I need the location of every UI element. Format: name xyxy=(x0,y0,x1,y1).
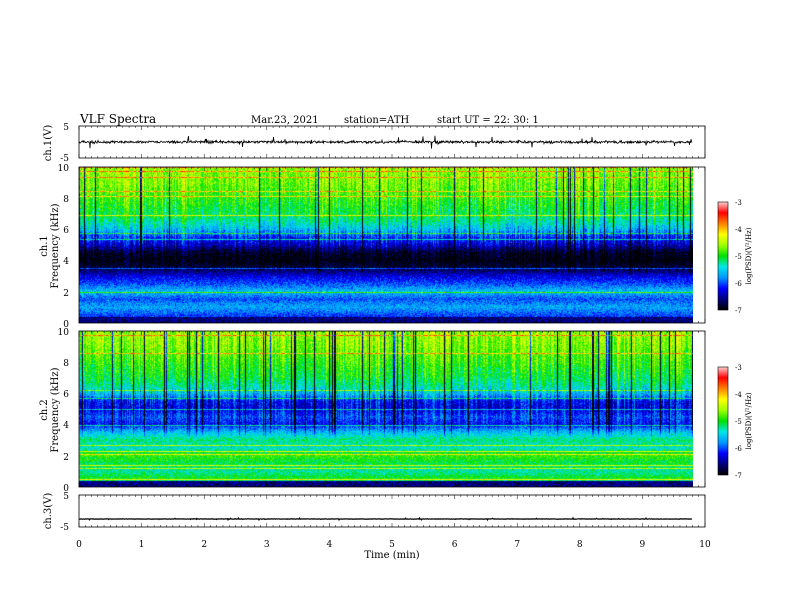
ch2-spec-ytick-2: 2 xyxy=(63,453,69,463)
x-tick-label-8: 8 xyxy=(577,540,583,550)
start-ut-label: start UT = 22: 30: 1 xyxy=(437,115,539,126)
ch1-spec-ytick-2: 2 xyxy=(63,289,69,299)
station-label: station=ATH xyxy=(344,115,410,126)
ch1-ytick-top: 5 xyxy=(63,123,69,133)
ch2-colorbar-tick--3: -3 xyxy=(735,364,742,372)
ch1-waveform-panel: 5 -5 ch.1(V) xyxy=(43,123,706,164)
x-tick-label-9: 9 xyxy=(640,540,646,550)
figure-title: VLF Spectra xyxy=(79,112,156,126)
ch1-spec-ytick-6: 6 xyxy=(63,226,69,236)
ch1-spec-ytick-10: 10 xyxy=(58,164,70,174)
ch3-frame xyxy=(78,494,706,528)
ch1-colorbar-tick--6: -6 xyxy=(735,280,742,288)
date-label: Mar.23, 2021 xyxy=(251,115,319,126)
ch3-trace xyxy=(78,516,693,522)
time-axis-tick-labels: 0 1 2 3 4 5 6 7 8 9 10 xyxy=(76,540,711,550)
ch2-colorbar-tick--7: -7 xyxy=(735,472,742,480)
ch1-spec-ytick-0: 0 xyxy=(63,320,69,330)
ch3-ylabel: ch.3(V) xyxy=(43,493,54,530)
x-tick-label-0: 0 xyxy=(76,540,82,550)
ch1-colorbar-tick--3: -3 xyxy=(735,199,742,207)
ch1-spec-ytick-4: 4 xyxy=(63,257,69,267)
ch1-spec-ylabel: ch.1Frequency (kHz) xyxy=(39,203,61,288)
x-tick-label-5: 5 xyxy=(389,540,395,550)
ch1-colorbar-label: log(PSD)(V²/Hz) xyxy=(745,227,753,284)
ch1-ytick-bottom: -5 xyxy=(60,154,69,164)
ch3-ytick-bottom: -5 xyxy=(60,523,69,533)
ch1-spec-ytick-8: 8 xyxy=(63,195,69,205)
ch2-spec-ytick-0: 0 xyxy=(63,484,69,494)
ch1-colorbar-tick--7: -7 xyxy=(735,307,742,315)
x-tick-label-10: 10 xyxy=(699,540,711,550)
ch1-spectrogram-image xyxy=(79,167,693,323)
ch1-ylabel: ch.1(V) xyxy=(43,125,54,162)
time-axis-ticks xyxy=(78,126,706,527)
ch1-colorbar: -3 -4 -5 -6 -7 log(PSD)(V²/Hz) xyxy=(717,199,753,315)
ch2-spec-ytick-8: 8 xyxy=(63,359,69,369)
ch1-spectrogram-panel: 10 8 6 4 2 0 ch.1Frequency (kHz) -3 -4 -… xyxy=(39,164,753,330)
ch2-spec-ytick-6: 6 xyxy=(63,390,69,400)
x-tick-label-3: 3 xyxy=(264,540,270,550)
ch2-colorbar-tick--5: -5 xyxy=(735,418,742,426)
ch1-colorbar-tick--4: -4 xyxy=(735,226,742,234)
ch2-spectrogram-panel: 10 8 6 4 2 0 ch.2Frequency (kHz) -3 -4 -… xyxy=(39,328,753,494)
ch2-spectrogram-image xyxy=(79,331,693,487)
ch2-colorbar-tick--4: -4 xyxy=(735,391,742,399)
ch1-trace xyxy=(78,135,693,149)
ch3-waveform-panel: 5 -5 ch.3(V) xyxy=(43,492,706,533)
ch2-colorbar: -3 -4 -5 -6 -7 log(PSD)(V²/Hz) xyxy=(717,364,753,480)
x-tick-label-4: 4 xyxy=(327,540,333,550)
ch2-colorbar-tick--6: -6 xyxy=(735,445,742,453)
ch2-spec-ytick-10: 10 xyxy=(58,328,70,338)
x-axis-label: Time (min) xyxy=(364,550,419,561)
ch3-ytick-top: 5 xyxy=(63,492,69,502)
ch2-spec-ylabel: ch.2Frequency (kHz) xyxy=(39,367,61,452)
ch2-colorbar-ramp xyxy=(717,366,729,476)
ch1-colorbar-ramp xyxy=(717,201,729,311)
x-tick-label-6: 6 xyxy=(452,540,458,550)
ch2-spec-ytick-4: 4 xyxy=(63,421,69,431)
x-tick-label-1: 1 xyxy=(139,540,145,550)
ch1-colorbar-tick--5: -5 xyxy=(735,253,742,261)
ch2-colorbar-label: log(PSD)(V²/Hz) xyxy=(745,392,753,449)
x-tick-label-2: 2 xyxy=(201,540,207,550)
x-tick-label-7: 7 xyxy=(514,540,520,550)
